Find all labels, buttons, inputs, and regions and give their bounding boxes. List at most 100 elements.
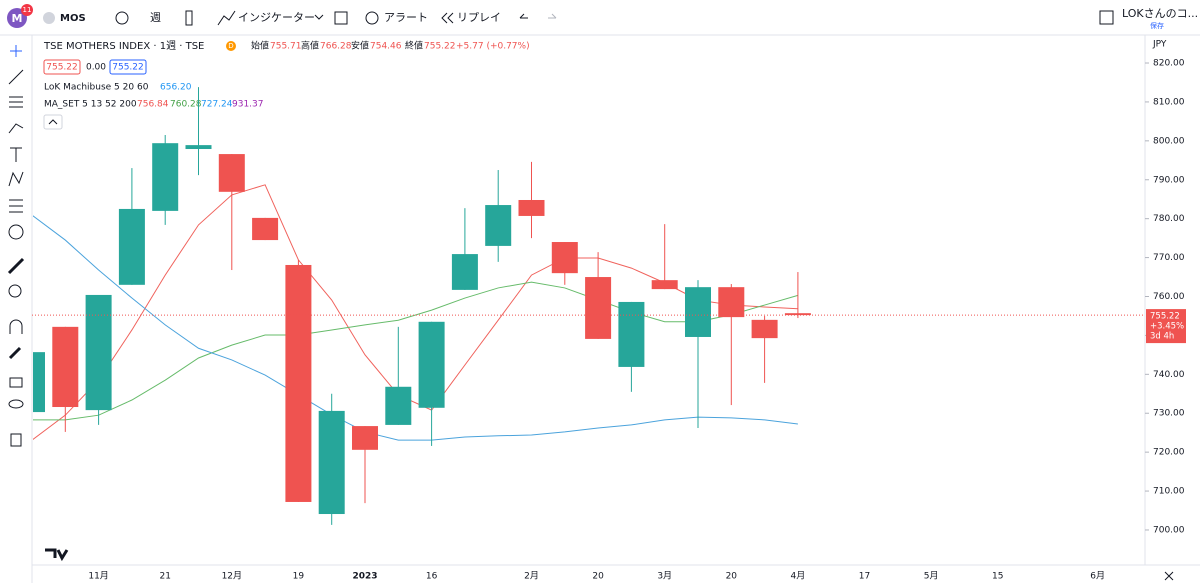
alert-icon bbox=[365, 11, 379, 25]
lock-drawing-tool[interactable] bbox=[8, 346, 22, 360]
x-tick-label: 2月 bbox=[524, 571, 539, 582]
high-label: 高値 bbox=[301, 40, 319, 52]
x-tick-label: 6月 bbox=[1090, 571, 1105, 582]
candle-body bbox=[285, 264, 312, 502]
y-tick-label: 820.00 bbox=[1153, 59, 1185, 69]
emoji-tool[interactable] bbox=[8, 224, 24, 240]
x-tick-label: 2023 bbox=[352, 572, 377, 582]
collapse-legend[interactable] bbox=[43, 114, 63, 130]
layout-checkbox[interactable] bbox=[1099, 10, 1114, 25]
candle-body bbox=[318, 410, 345, 515]
ask: 755.22 bbox=[112, 63, 144, 73]
replay-icon bbox=[441, 12, 454, 24]
symbol[interactable]: MOS bbox=[60, 13, 86, 24]
delay-flag bbox=[226, 41, 236, 51]
chart-type[interactable] bbox=[185, 10, 193, 26]
indicator-2: MA_SET 5 13 52 200 bbox=[44, 100, 137, 110]
settings[interactable] bbox=[1164, 571, 1174, 581]
ma-value: 756.84 bbox=[137, 100, 169, 110]
candle-body bbox=[218, 154, 245, 192]
candle-body bbox=[685, 287, 711, 337]
x-tick-label: 21 bbox=[159, 572, 170, 582]
change-value: +5.77 (+0.77%) bbox=[456, 42, 530, 52]
candle-body bbox=[451, 254, 478, 290]
candle-body bbox=[751, 319, 778, 339]
bid: 755.22 bbox=[46, 63, 78, 73]
candle-body bbox=[518, 199, 545, 216]
zoom-tool[interactable] bbox=[8, 284, 22, 298]
y-tick-label: 800.00 bbox=[1153, 136, 1185, 146]
x-tick-label: 5月 bbox=[924, 571, 939, 582]
crosshair-tool[interactable] bbox=[10, 45, 22, 57]
interval[interactable]: 週 bbox=[150, 11, 161, 24]
y-tick-label: 780.00 bbox=[1153, 214, 1185, 224]
high-value: 766.28 bbox=[320, 42, 352, 52]
dropdown[interactable] bbox=[314, 14, 324, 20]
fib-tool[interactable] bbox=[9, 96, 23, 108]
candle-body bbox=[551, 242, 578, 274]
candle-body bbox=[585, 277, 612, 339]
badge-count: 11 bbox=[23, 6, 32, 14]
bid-box[interactable] bbox=[43, 59, 81, 75]
candle-body bbox=[352, 426, 378, 450]
candle-body bbox=[33, 352, 45, 413]
legend-title: TSE MOTHERS INDEX · 1週 · TSE bbox=[43, 40, 204, 52]
low-value: 754.46 bbox=[370, 42, 402, 52]
ask-box[interactable] bbox=[109, 59, 147, 75]
candle-body bbox=[85, 294, 112, 411]
magnet-tool[interactable] bbox=[9, 319, 23, 334]
indicators[interactable]: インジケーター bbox=[238, 11, 315, 24]
candle-body bbox=[618, 301, 645, 367]
candle-body bbox=[118, 208, 145, 285]
y-tick-label: 760.00 bbox=[1153, 292, 1185, 302]
y-tick-label: 740.00 bbox=[1153, 370, 1185, 380]
brush-tool[interactable] bbox=[8, 123, 24, 134]
price-tag bbox=[1146, 309, 1186, 344]
lock-tool[interactable] bbox=[9, 377, 23, 388]
y-tick-label: 770.00 bbox=[1153, 253, 1185, 263]
trash-tool[interactable] bbox=[10, 433, 22, 447]
forecast-tool[interactable] bbox=[9, 199, 23, 213]
x-tick-label: 20 bbox=[592, 572, 604, 582]
open-value: 755.71 bbox=[270, 42, 302, 52]
pattern-tool[interactable] bbox=[8, 171, 24, 187]
layout-icon[interactable] bbox=[334, 11, 348, 25]
candle-body bbox=[485, 205, 512, 246]
ruler-tool[interactable] bbox=[7, 257, 25, 275]
save[interactable]: 保存 bbox=[1150, 21, 1164, 30]
replay[interactable]: リプレイ bbox=[457, 11, 501, 24]
moving-average bbox=[33, 215, 798, 441]
currency[interactable]: JPY bbox=[1152, 40, 1167, 50]
line-tool[interactable] bbox=[8, 69, 24, 85]
y-tick-label: 710.00 bbox=[1153, 487, 1185, 497]
price-tag-text: +3.45% bbox=[1150, 322, 1184, 332]
add-symbol[interactable] bbox=[115, 11, 129, 25]
x-tick-label: 3月 bbox=[657, 571, 672, 582]
y-tick-label: 790.00 bbox=[1153, 175, 1185, 185]
y-tick-label: 720.00 bbox=[1153, 448, 1185, 458]
candle-body bbox=[718, 287, 745, 318]
spread: 0.00 bbox=[86, 63, 106, 73]
open-label: 始値 bbox=[251, 40, 269, 52]
account[interactable]: LOKさんのコ... bbox=[1122, 7, 1198, 20]
text-tool[interactable] bbox=[10, 147, 22, 162]
logo bbox=[45, 548, 69, 562]
price-tag-text: 755.22 bbox=[1150, 312, 1180, 322]
alerts[interactable]: アラート bbox=[384, 11, 428, 24]
candle-body bbox=[418, 321, 445, 408]
indicator-1-value: 656.20 bbox=[160, 83, 192, 93]
collapse-icon bbox=[48, 119, 58, 125]
x-tick-label: 4月 bbox=[791, 571, 806, 582]
candle-body bbox=[185, 145, 212, 150]
x-tick-label: 17 bbox=[859, 572, 870, 582]
candle-body bbox=[651, 280, 678, 290]
visibility-tool[interactable] bbox=[8, 399, 24, 409]
plot-area bbox=[33, 87, 811, 525]
ma-value: 931.37 bbox=[232, 100, 264, 110]
redo[interactable] bbox=[548, 13, 557, 19]
y-tick-label: 730.00 bbox=[1153, 409, 1185, 419]
candle-body bbox=[252, 217, 279, 241]
undo[interactable] bbox=[519, 13, 528, 19]
candle-body bbox=[52, 326, 79, 408]
